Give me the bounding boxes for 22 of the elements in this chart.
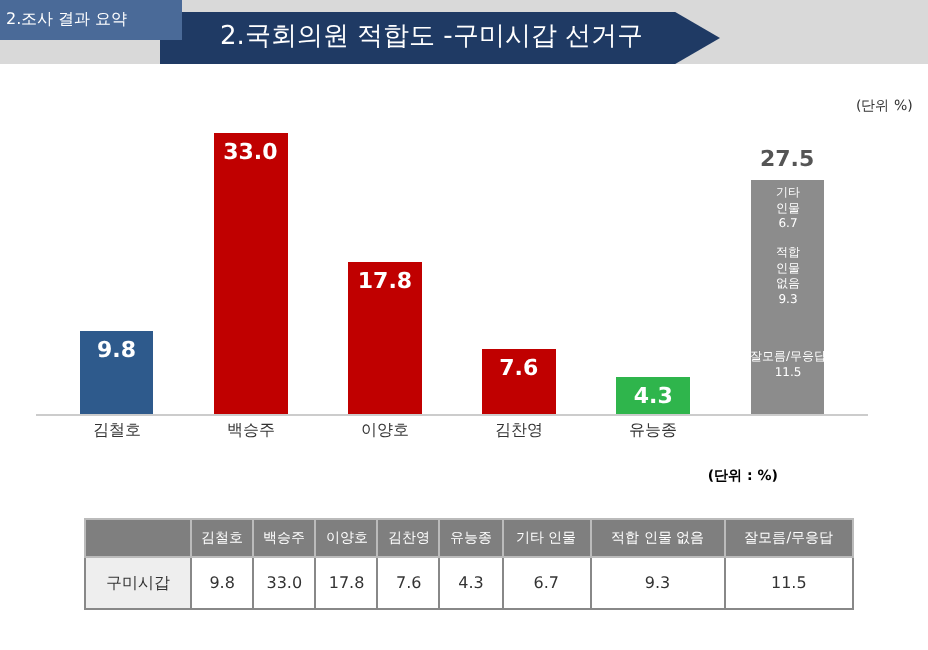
text: 33.0 (266, 574, 303, 592)
text: 6.7 (533, 574, 559, 592)
x-tick-label: 유능종 (629, 421, 678, 440)
data-label: 17.8 (357, 268, 413, 295)
chart-title: 2.국회의원 적합도 -구미시갑 선거구 (160, 12, 720, 64)
data-label: 7.6 (499, 355, 539, 382)
text: 17.8 (328, 574, 365, 592)
text: 7.6 (396, 574, 422, 592)
text: 9.3 (644, 574, 671, 592)
text: 4.3 (458, 574, 484, 592)
total-label: 27.5 (760, 146, 815, 172)
data-label: 9.8 (97, 336, 137, 363)
chart-subtitle: 2.조사 결과 요약 (0, 0, 182, 40)
text: 11.5 (771, 574, 807, 592)
text: 9.8 (209, 574, 235, 592)
data-label: 33.0 (223, 138, 279, 165)
x-tick-label: 이양호 (360, 421, 409, 440)
x-tick-label: 김철호 (92, 421, 141, 440)
x-tick-label: 김찬영 (495, 421, 544, 440)
text: 구미시갑 (85, 557, 191, 609)
data-label: 4.3 (633, 383, 673, 410)
x-tick-label: 백승주 (226, 421, 275, 440)
